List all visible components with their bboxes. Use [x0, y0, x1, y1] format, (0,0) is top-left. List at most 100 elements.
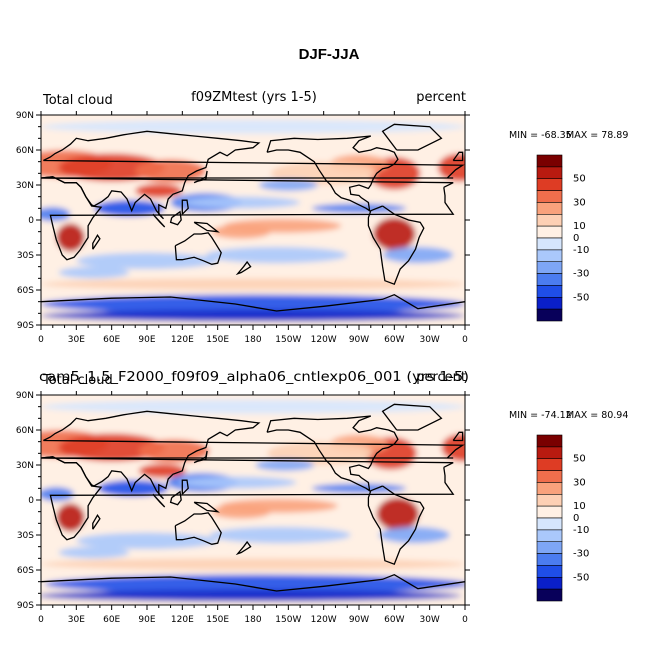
x-tick-label: 0 — [38, 615, 44, 625]
panel-2-anomaly-region — [41, 399, 465, 414]
colorbar-box — [536, 434, 563, 448]
panel-2-coastline — [181, 479, 189, 495]
panel-2-anomaly-region — [41, 487, 74, 502]
panel-1-coastline — [152, 213, 166, 228]
y-tick-label: 90N — [16, 111, 34, 121]
panel-2-colorbar: 50 30 100-10 -30 -50 — [536, 434, 589, 602]
colorbar-box — [536, 273, 563, 286]
x-tick-label: 30E — [68, 615, 85, 625]
panel-1-coastline — [452, 151, 464, 162]
panel-1-coastline — [169, 210, 182, 226]
y-tick-label: 60N — [16, 426, 34, 436]
panel-2-anomaly-region — [138, 439, 210, 463]
colorbar-label: 10 — [573, 221, 586, 232]
panel-2-anomaly-region — [56, 503, 85, 532]
panel-1-coastline — [367, 205, 425, 286]
panel-2-anomaly-region — [58, 546, 130, 559]
x-tick-label: 60E — [103, 335, 120, 345]
panel-2-min-label: MIN = -74.12 — [509, 410, 572, 421]
panel-1-anomaly-region — [270, 161, 377, 185]
panel-1-anomaly-region — [258, 179, 318, 191]
x-tick-label: 90E — [138, 335, 155, 345]
panel-1-coastline — [41, 293, 465, 312]
colorbar-box — [536, 565, 563, 578]
x-tick-label: 120W — [311, 615, 337, 625]
panel-1-coastline — [174, 232, 222, 265]
colorbar-box — [536, 166, 563, 180]
x-tick-label: 60W — [384, 335, 404, 345]
x-tick-label: 90W — [349, 335, 369, 345]
colorbar-box — [536, 178, 563, 191]
panel-1-coastline — [181, 199, 189, 215]
panel-2-title: cam5_1.5_F2000_f09f09_alpha06_cntlexp06_… — [39, 370, 469, 385]
panel-2-anomaly-region — [209, 526, 351, 544]
x-tick-label: 120W — [311, 335, 337, 345]
panel-1-axes: 0 30E 60E 90E 120E 150E 180 150W 120W 90W 60W 30W 09… — [16, 111, 470, 345]
x-tick-label: 120E — [171, 615, 194, 625]
panel-1-anomaly-region — [135, 183, 183, 198]
panel-2-axes: 0 30E 60E 90E 120E 150E 180 150W 120W 90W 60W 30W 09… — [16, 391, 470, 625]
panel-2-anomaly-field — [41, 395, 465, 605]
y-tick-label: 60S — [17, 566, 34, 576]
colorbar-box — [536, 214, 563, 227]
colorbar-label: 50 — [573, 454, 586, 465]
panel-1-coastline — [235, 260, 252, 276]
y-tick-label: 30S — [17, 251, 34, 261]
panel-2-anomaly-region — [178, 476, 297, 489]
panel-2-units: percent — [416, 370, 466, 385]
figure-title: DJF-JJA — [299, 46, 360, 63]
x-tick-label: 30W — [419, 615, 439, 625]
panel-1-max-label: MAX = 78.89 — [566, 130, 628, 141]
colorbar-label: 30 — [573, 477, 586, 488]
y-tick-label: 0 — [28, 216, 34, 226]
y-tick-label: 90N — [16, 391, 34, 401]
panel-2-coastline — [381, 403, 443, 431]
x-tick-label: 150W — [275, 335, 301, 345]
panel-2-max-label: MAX = 80.94 — [566, 410, 628, 421]
x-tick-label: 150E — [206, 335, 229, 345]
panel-2-coastline — [41, 456, 455, 541]
panel-1-anomaly-region — [41, 119, 465, 134]
panel-1-anomaly-region — [211, 224, 271, 239]
panel-1-anomaly-region — [373, 217, 416, 251]
colorbar-label: -10 — [573, 245, 589, 256]
y-tick-label: 90S — [17, 601, 34, 611]
panel-1-coastline — [41, 176, 455, 261]
colorbar-box — [536, 529, 563, 543]
panel-2-anomaly-region — [211, 504, 271, 519]
panel-2-anomaly-region — [44, 574, 465, 594]
colorbar-box — [536, 458, 563, 471]
panel-2-coastline — [193, 501, 220, 513]
panel-2-map — [41, 395, 465, 605]
colorbar-label: 50 — [573, 174, 586, 185]
panel-1-title: f09ZMtest (yrs 1-5) — [191, 90, 317, 105]
panel-1: Total cloud f09ZMtest (yrs 1-5) percent … — [16, 90, 629, 345]
panel-2-anomaly-region — [267, 441, 374, 466]
x-tick-label: 30E — [68, 335, 85, 345]
panel-1-anomaly-region — [182, 196, 301, 209]
y-tick-label: 30N — [16, 181, 34, 191]
colorbar-label: 30 — [573, 197, 586, 208]
panel-1-anomaly-region — [41, 278, 465, 290]
panel-2: Total cloud cam5_1.5_F2000_f09f09_alpha0… — [16, 370, 629, 625]
colorbar-box — [536, 470, 563, 483]
panel-1-anomaly-field — [41, 115, 465, 325]
x-tick-label: 150W — [275, 615, 301, 625]
colorbar-box — [536, 588, 563, 602]
x-tick-label: 120E — [171, 335, 194, 345]
panel-1-coastline — [92, 233, 101, 250]
colorbar-box — [536, 225, 563, 239]
y-tick-label: 30N — [16, 461, 34, 471]
panel-1-variable-label: Total cloud — [42, 93, 113, 108]
panel-1-coastline — [193, 170, 208, 184]
colorbar-box — [536, 553, 563, 566]
panel-2-coastlines — [41, 403, 465, 592]
colorbar-box — [536, 285, 563, 298]
x-tick-label: 0 — [462, 335, 468, 345]
colorbar-box — [536, 249, 563, 263]
colorbar-box — [536, 296, 563, 310]
colorbar-box — [536, 505, 563, 519]
panel-1-map — [41, 115, 465, 325]
x-tick-label: 90E — [138, 615, 155, 625]
